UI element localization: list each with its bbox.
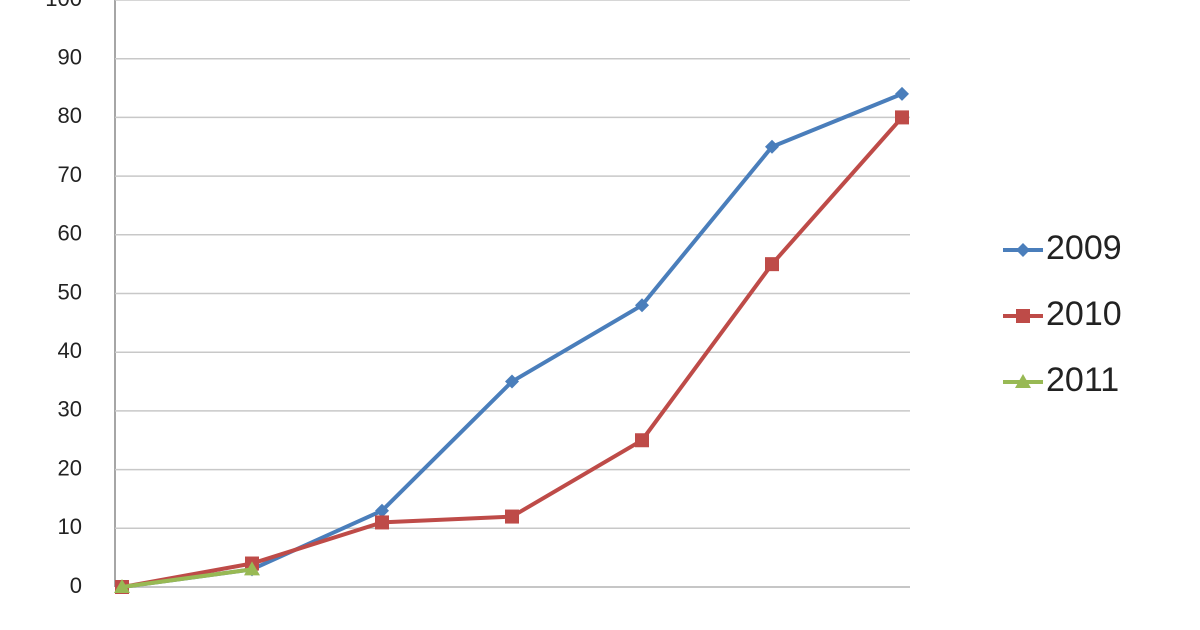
data-point [505, 374, 519, 389]
legend-marker [1016, 243, 1030, 257]
y-tick-label: 100 [45, 0, 82, 11]
data-point [895, 86, 909, 101]
y-tick-label: 70 [58, 162, 82, 187]
series-line [121, 567, 253, 589]
legend-label: 2010 [1046, 295, 1122, 333]
y-tick-label: 10 [58, 514, 82, 539]
data-point [765, 257, 779, 272]
y-tick-label: 50 [58, 279, 82, 304]
data-point [635, 298, 649, 313]
legend-label: 2009 [1046, 229, 1122, 267]
legend-label: 2011 [1046, 361, 1119, 399]
data-point [375, 503, 389, 518]
data-point [505, 509, 519, 524]
data-point [635, 433, 649, 448]
y-tick-label: 60 [58, 221, 82, 246]
y-tick-label: 20 [58, 455, 82, 480]
legend-marker [1016, 309, 1030, 323]
y-tick-label: 40 [58, 338, 82, 363]
data-point [114, 579, 130, 593]
data-point [765, 139, 779, 154]
data-point [244, 561, 260, 576]
y-tick-label: 30 [58, 397, 82, 422]
data-point [375, 515, 389, 530]
data-point [895, 110, 909, 125]
y-tick-label: 90 [58, 45, 82, 70]
y-tick-label: 80 [58, 103, 82, 128]
legend-marker [1015, 374, 1031, 388]
y-tick-label: 0 [70, 573, 82, 598]
